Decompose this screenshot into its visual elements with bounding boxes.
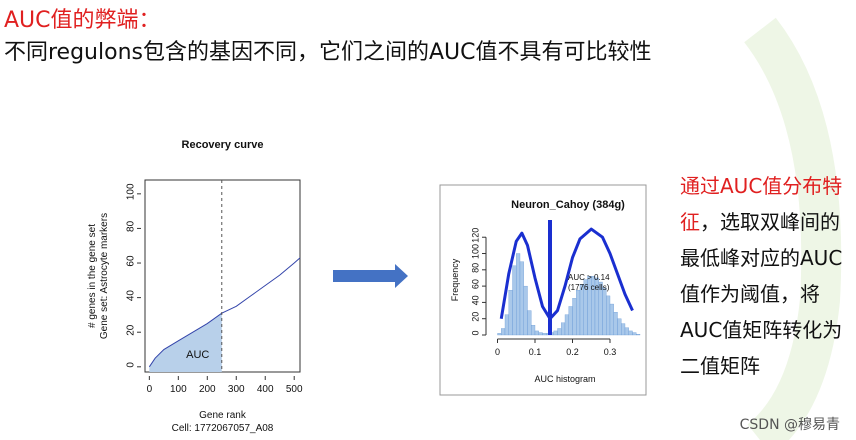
fit-curve bbox=[499, 227, 634, 321]
y-tick-label: 40 bbox=[470, 295, 480, 305]
recovery-chart: 0 100 200 300 400 500 0 20 40 60 80 100 AUC Recovery … bbox=[87, 139, 303, 434]
histogram-bar bbox=[512, 265, 517, 336]
histogram-bar bbox=[504, 314, 509, 336]
histogram-bar bbox=[617, 318, 622, 336]
histogram-bar bbox=[568, 306, 573, 336]
x-axis-label: AUC histogram bbox=[534, 374, 595, 384]
histogram-bar bbox=[632, 332, 637, 336]
y-tick-label: 0 bbox=[126, 362, 137, 368]
chart-frame bbox=[439, 184, 647, 396]
y-tick-label: 100 bbox=[126, 183, 137, 200]
x-tick-label: 0.2 bbox=[566, 347, 579, 357]
annotation: AUC > 0.14 bbox=[568, 273, 610, 282]
x-tick-label: 0 bbox=[495, 347, 500, 357]
histogram-bar bbox=[542, 333, 547, 336]
y-tick-label: 60 bbox=[470, 279, 480, 289]
x-tick-label: 100 bbox=[170, 384, 187, 395]
y-tick-label: 60 bbox=[126, 255, 137, 267]
histogram-bar bbox=[579, 284, 584, 336]
y-tick-label: 40 bbox=[126, 290, 137, 302]
heading: AUC值的弊端： bbox=[4, 8, 161, 33]
histogram-bar bbox=[501, 328, 506, 336]
histogram-bar bbox=[557, 328, 562, 336]
note-text: ，选取双峰间的最低峰对应的AUC值作为阈值，将AUC值矩阵转化为二值矩阵 bbox=[680, 210, 843, 378]
y-axis-sublabel: Gene set: Astrocyte markers bbox=[99, 213, 110, 339]
histogram-bar bbox=[561, 322, 566, 336]
y-tick-label: 80 bbox=[126, 220, 137, 232]
y-tick-label: 100 bbox=[470, 244, 480, 259]
histogram-bar bbox=[609, 303, 614, 336]
histogram-bar bbox=[613, 312, 618, 336]
chart-title: Recovery curve bbox=[182, 139, 264, 151]
y-tick-label: 0 bbox=[470, 330, 480, 335]
histogram-bar bbox=[534, 330, 539, 336]
y-axis-label: Frequency bbox=[450, 258, 460, 301]
y-tick-label: 20 bbox=[126, 324, 137, 336]
histogram-bar bbox=[636, 334, 641, 336]
histogram-bar bbox=[576, 290, 581, 336]
histogram-bar bbox=[606, 295, 611, 336]
histogram-bar bbox=[572, 298, 577, 336]
x-tick-label: 0.1 bbox=[529, 347, 542, 357]
histogram-bar bbox=[523, 285, 528, 336]
x-tick-label: 400 bbox=[257, 384, 274, 395]
plot-frame bbox=[144, 179, 301, 373]
histogram-bar bbox=[516, 253, 521, 336]
note-highlight: 通过AUC值分布特征 bbox=[680, 174, 843, 234]
histogram-bar bbox=[497, 333, 502, 336]
annotation: (1776 cells) bbox=[568, 283, 610, 292]
area-label: AUC bbox=[186, 349, 209, 361]
histogram-bar bbox=[519, 261, 524, 336]
x-tick-label: 0 bbox=[147, 384, 153, 395]
arrow bbox=[333, 264, 408, 288]
histogram-bar bbox=[531, 325, 536, 336]
histogram-bar bbox=[564, 314, 569, 336]
background-decoration bbox=[743, 17, 842, 440]
histogram-bar bbox=[538, 332, 543, 336]
y-tick-label: 80 bbox=[470, 263, 480, 273]
x-tick-label: 300 bbox=[228, 384, 245, 395]
histogram-bar bbox=[628, 330, 633, 336]
histogram-bar bbox=[621, 323, 626, 336]
chart-title: Neuron_Cahoy (384g) bbox=[511, 199, 625, 211]
y-tick-label: 20 bbox=[470, 312, 480, 322]
watermark: CSDN @穆易青 bbox=[739, 417, 840, 433]
histogram-bar bbox=[624, 327, 629, 336]
histogram-bar bbox=[508, 290, 513, 336]
x-tick-label: 200 bbox=[199, 384, 216, 395]
y-axis-label: # genes in the gene set bbox=[87, 224, 98, 328]
x-tick-label: 0.3 bbox=[604, 347, 617, 357]
x-axis-sublabel: Cell: 1772067057_A08 bbox=[172, 423, 274, 434]
histogram-bar bbox=[553, 330, 558, 336]
histogram-bar bbox=[527, 310, 532, 336]
subheading: 不同regulons包含的基因不同，它们之间的AUC值不具有可比较性 bbox=[4, 40, 652, 65]
histogram-bar bbox=[602, 287, 607, 336]
auc-area bbox=[149, 313, 222, 372]
x-axis-label: Gene rank bbox=[199, 410, 247, 421]
y-tick-label: 120 bbox=[470, 228, 480, 243]
x-tick-label: 500 bbox=[286, 384, 303, 395]
note: 通过AUC值分布特征，选取双峰间的最低峰对应的AUC值作为阈值，将AUC值矩阵转… bbox=[680, 168, 856, 384]
